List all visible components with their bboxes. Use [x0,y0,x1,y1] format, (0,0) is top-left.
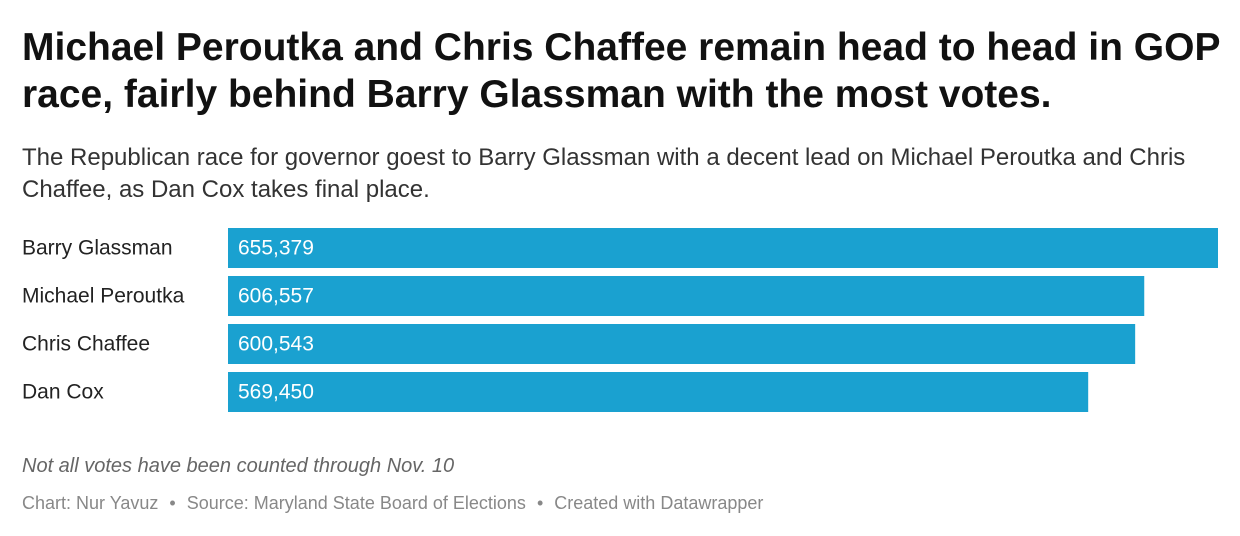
bar-michael-peroutka [228,276,1145,316]
value-label-dan-cox: 569,450 [238,381,314,404]
source-credit: Source: Maryland State Board of Election… [186,493,526,513]
category-label-michael-peroutka: Michael Peroutka [22,285,185,308]
footer-separator: • [536,493,544,513]
chart-footer: Chart: Nur Yavuz • Source: Maryland Stat… [22,490,763,516]
value-label-michael-peroutka: 606,557 [238,285,314,308]
bar-barry-glassman [228,228,1218,268]
footer-separator: • [169,493,176,513]
value-label-chris-chaffee: 600,543 [238,333,314,356]
value-label-barry-glassman: 655,379 [238,237,314,260]
category-label-dan-cox: Dan Cox [22,381,104,404]
bar-chart: Barry Glassman 655,379 Michael Peroutka 606… [22,228,1218,412]
bar-dan-cox [228,372,1089,412]
bar-chris-chaffee [228,324,1136,364]
created-with-credit: Created with Datawrapper [554,493,764,513]
category-label-barry-glassman: Barry Glassman [22,237,173,260]
chart-subtitle: The Republican race for governor goest t… [22,144,1186,203]
category-label-chris-chaffee: Chris Chaffee [22,333,150,356]
chart-title: Michael Peroutka and Chris Chaffee remai… [22,26,1220,116]
chart-credit: Chart: Nur Yavuz [22,493,159,513]
chart-notes: Not all votes have been counted through … [22,455,455,477]
